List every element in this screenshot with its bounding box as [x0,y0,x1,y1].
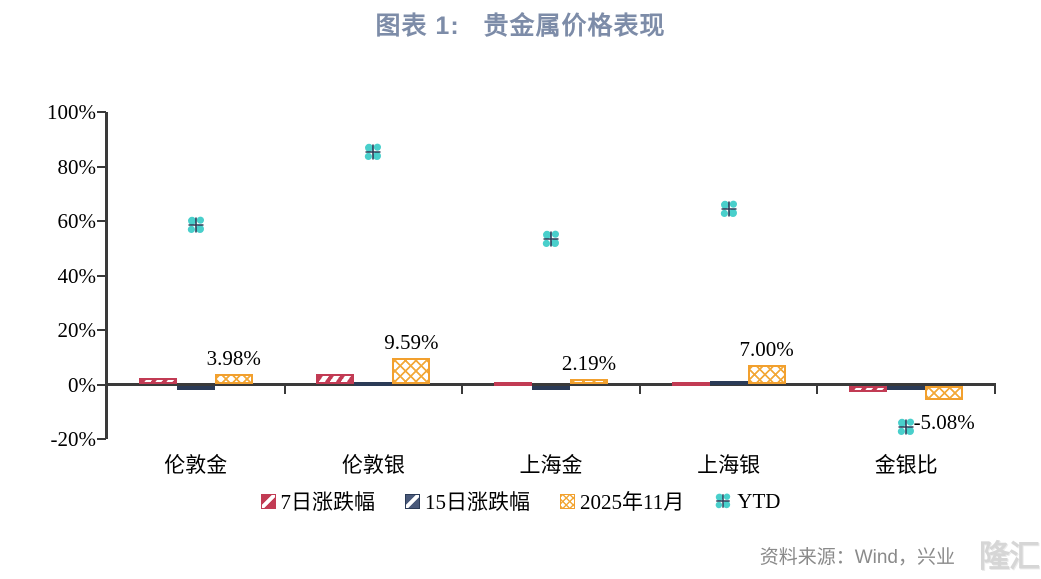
value-label-c3: 7.00% [739,337,794,362]
ytd-marker-c3 [719,199,739,219]
value-label-c1: 9.59% [384,330,439,355]
legend-label-nov2025: 2025年11月 [580,490,685,514]
chart-title: 图表 1: 贵金属价格表现 [375,12,666,40]
legend-item-ytd: YTD [714,489,780,514]
y-tick-label: 60% [57,209,97,233]
x-boundary-tick [816,386,819,394]
category-label-c2: 上海金 [519,453,583,477]
bar-nov2025-c0 [214,373,253,385]
bar-nov2025-c3 [747,365,786,385]
x-boundary-tick [283,386,286,394]
y-tick [97,274,106,277]
watermark-logo: 隆汇 [979,539,1040,574]
ytd-marker-c1 [363,142,383,162]
legend-swatch-nov2025 [560,493,576,509]
y-tick [97,383,106,386]
y-tick-label: 20% [57,318,97,342]
y-tick [97,329,106,331]
y-tick [97,438,106,440]
category-label-c0: 伦敦金 [164,453,228,477]
bar-15d-c3 [709,380,748,385]
legend-label-ytd: YTD [737,488,781,513]
legend-item-7d: 7日涨跌幅 [260,486,376,516]
y-axis-line [105,112,108,439]
legend: 7日涨跌幅 15日涨跌幅 2025年11月 YTD [0,486,1041,516]
legend-label-7d: 7日涨跌幅 [280,490,376,514]
category-label-c4: 金银比 [874,453,938,477]
x-boundary-tick [638,386,641,394]
value-label-c2: 2.19% [561,350,617,375]
y-tick-label: 40% [57,263,97,288]
category-label-c1: 伦敦银 [341,453,405,477]
x-boundary-tick [994,386,996,394]
bar-nov2025-c2 [570,378,608,385]
bar-15d-c1 [354,381,393,386]
bar-7d-c0 [138,378,177,385]
source-text: 资料来源：Wind，兴业 [759,547,955,568]
category-label-c3: 上海银 [697,453,761,477]
ytd-marker-c2 [541,229,561,249]
bar-15d-c2 [532,386,570,390]
value-label-c0: 3.98% [206,345,261,370]
ytd-marker-c4 [896,417,916,437]
y-tick-label: -20% [50,427,97,451]
bar-15d-c4 [887,386,926,391]
bar-7d-c1 [316,374,355,385]
bar-7d-c2 [494,381,532,386]
y-tick-label: 0% [68,372,96,397]
legend-item-15d: 15日涨跌幅 [405,486,530,516]
x-axis-line [105,383,996,386]
bar-nov2025-c4 [925,386,964,400]
y-tick [97,220,106,222]
legend-swatch-7d [260,493,276,509]
legend-swatch-ytd [714,492,732,510]
y-tick [97,111,106,113]
y-tick [97,165,106,168]
bar-7d-c3 [671,381,710,386]
bar-7d-c4 [849,386,888,392]
legend-item-nov2025: 2025年11月 [560,486,684,516]
bar-nov2025-c1 [392,358,431,385]
y-tick-label: 80% [57,154,97,179]
value-label-c4: -5.08% [913,409,975,434]
x-boundary-tick [461,386,464,394]
y-tick-label: 100% [47,100,96,124]
ytd-marker-c0 [186,215,206,235]
legend-label-15d: 15日涨跌幅 [425,490,531,514]
legend-swatch-15d [405,493,421,509]
bar-15d-c0 [176,386,215,391]
source-line: 资料来源：Wind，兴业 [760,542,955,569]
